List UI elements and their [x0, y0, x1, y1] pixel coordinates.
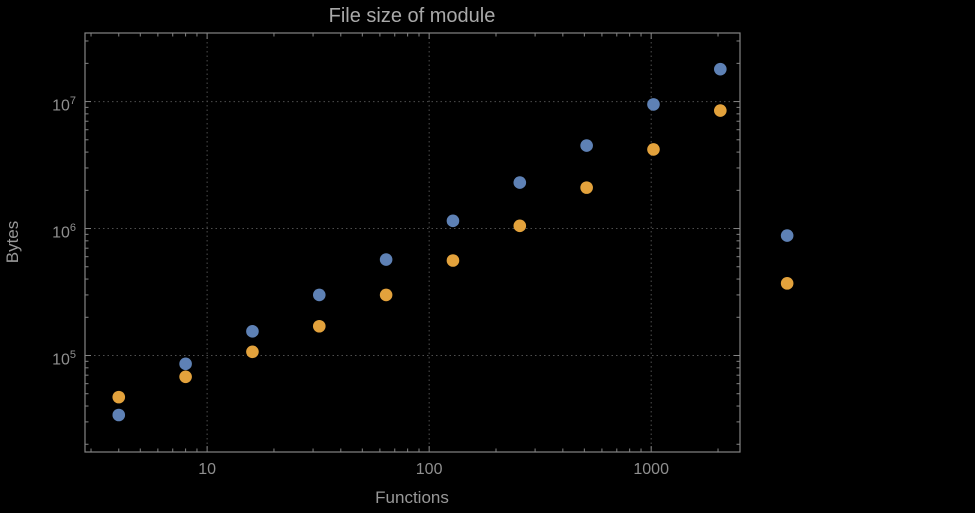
data-point-orange	[312, 319, 326, 333]
data-point-orange	[780, 277, 794, 290]
data-point-orange	[580, 181, 593, 194]
data-point-blue	[780, 229, 794, 242]
data-point-blue	[312, 288, 326, 302]
data-point-orange	[179, 370, 192, 384]
data-point-blue	[714, 62, 727, 76]
y-tick-label: 105	[52, 348, 76, 368]
x-axis-label: Functions	[375, 488, 449, 507]
data-point-blue	[647, 98, 660, 111]
data-point-blue	[179, 357, 192, 371]
chart-title: File size of module	[328, 5, 496, 27]
data-point-orange	[112, 390, 126, 404]
y-tick-label: 107	[52, 94, 76, 114]
data-point-orange	[513, 219, 527, 233]
data-point-orange	[647, 143, 660, 156]
plot-frame	[84, 32, 741, 453]
data-point-blue	[112, 408, 126, 422]
data-point-blue	[246, 325, 259, 338]
data-point-orange	[246, 345, 259, 359]
data-point-blue	[580, 139, 593, 152]
x-tick-label: 100	[415, 461, 443, 478]
data-point-blue	[513, 176, 527, 189]
data-point-orange	[446, 254, 460, 267]
data-point-blue	[446, 214, 460, 228]
data-point-blue	[379, 253, 393, 266]
x-tick-label: 10	[198, 461, 216, 478]
y-tick-label: 106	[52, 221, 76, 241]
data-point-orange	[379, 288, 393, 302]
x-tick-label: 1000	[633, 461, 669, 478]
data-point-orange	[714, 104, 727, 117]
